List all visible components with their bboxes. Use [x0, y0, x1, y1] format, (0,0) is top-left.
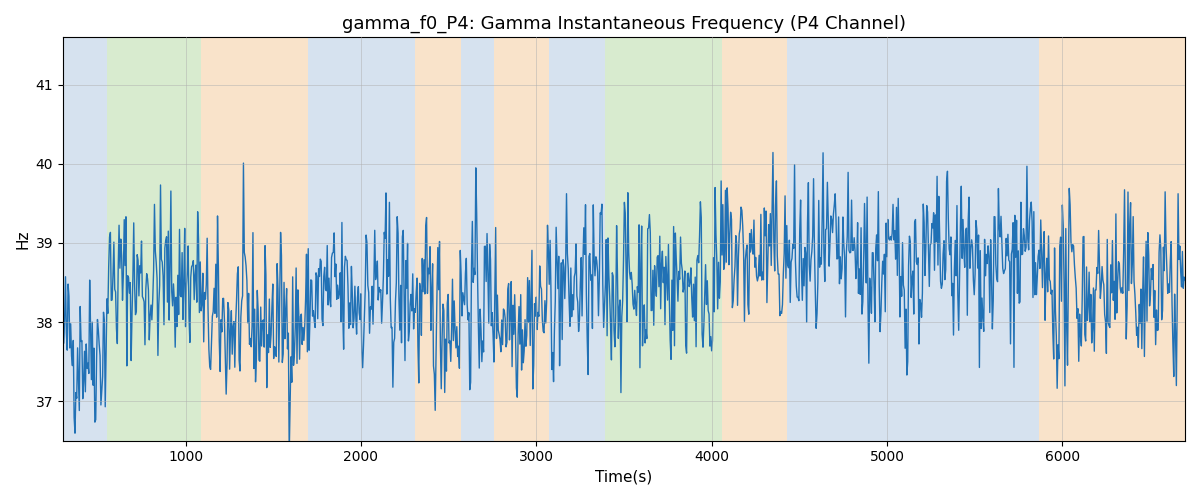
- Title: gamma_f0_P4: Gamma Instantaneous Frequency (P4 Channel): gamma_f0_P4: Gamma Instantaneous Frequen…: [342, 15, 906, 34]
- Bar: [415, 38, 461, 440]
- Bar: [494, 38, 548, 440]
- Bar: [62, 38, 107, 440]
- X-axis label: Time(s): Time(s): [595, 470, 653, 485]
- Bar: [308, 38, 326, 440]
- Bar: [787, 38, 1039, 440]
- Bar: [107, 38, 202, 440]
- Bar: [461, 38, 494, 440]
- Y-axis label: Hz: Hz: [16, 230, 30, 249]
- Bar: [548, 38, 605, 440]
- Bar: [722, 38, 787, 440]
- Bar: [605, 38, 722, 440]
- Bar: [1039, 38, 1186, 440]
- Bar: [202, 38, 308, 440]
- Bar: [326, 38, 415, 440]
